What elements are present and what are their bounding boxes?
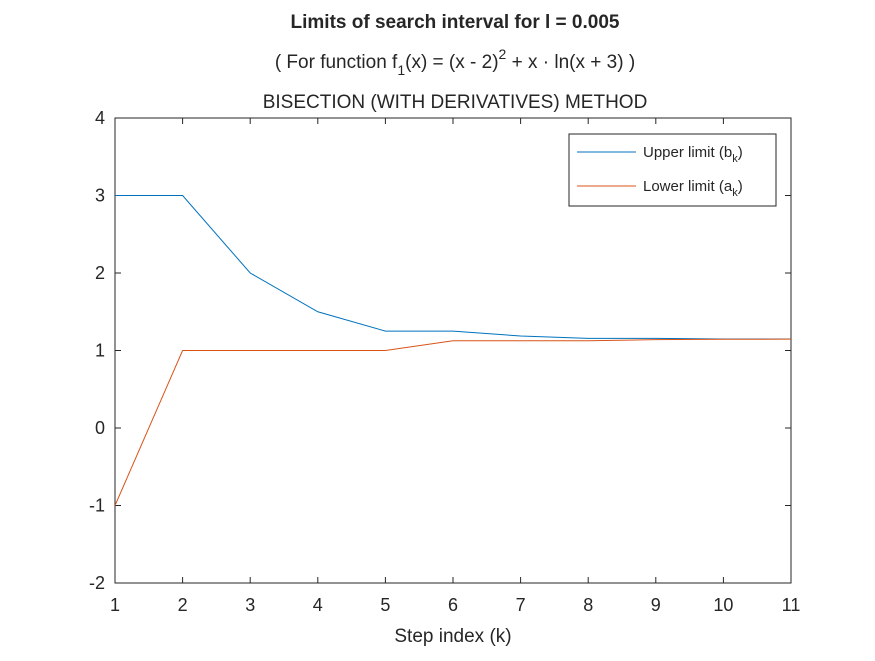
series-line-upper-limit	[115, 195, 791, 340]
chart-subtitle-method: BISECTION (WITH DERIVATIVES) METHOD	[263, 92, 648, 113]
legend-entry: Lower limit (ak)	[643, 178, 743, 199]
legend-entry-name: Lower limit (a	[643, 178, 733, 195]
y-tick-label: 1	[95, 341, 105, 361]
legend: Upper limit (bk)Lower limit (ak)	[568, 133, 777, 207]
x-tick-label: 2	[178, 595, 188, 615]
x-tick-label: 3	[245, 595, 255, 615]
x-tick-label: 8	[583, 595, 593, 615]
y-tick-label: -1	[89, 496, 105, 516]
x-tick-label: 5	[380, 595, 390, 615]
subtitle-pre: ( For function f	[275, 52, 398, 73]
legend-entry-close: )	[738, 178, 743, 195]
titles: Limits of search interval for l = 0.005 …	[263, 12, 648, 113]
subtitle-subscript: 1	[397, 62, 405, 78]
x-tick-label: 1	[110, 595, 120, 615]
x-tick-label: 7	[516, 595, 526, 615]
x-tick-label: 11	[782, 595, 801, 615]
y-tick-label: -2	[89, 573, 105, 593]
x-tick-label: 4	[313, 595, 323, 615]
x-axis-label: Step index (k)	[394, 626, 511, 647]
legend-entry-subscript: k	[732, 187, 738, 199]
legend-entry-name: Upper limit (b	[643, 144, 732, 161]
y-tick-label: 0	[95, 418, 105, 438]
y-tick-label: 2	[95, 263, 105, 283]
x-tick-label: 9	[651, 595, 661, 615]
chart-subtitle: ( For function f1(x) = (x - 2)2 + x · ln…	[275, 46, 635, 78]
legend-box	[568, 133, 777, 207]
series-line-lower-limit	[114, 338, 792, 506]
legend-entry: Upper limit (bk)	[643, 144, 743, 165]
x-tick-label: 6	[448, 595, 458, 615]
y-tick-label: 3	[95, 186, 105, 206]
subtitle-post: + x · ln(x + 3) )	[506, 52, 635, 73]
x-tick-label: 10	[713, 595, 733, 615]
y-tick-label: 4	[95, 108, 105, 128]
chart-title: Limits of search interval for l = 0.005	[291, 12, 620, 33]
subtitle-superscript: 2	[499, 46, 507, 62]
subtitle-mid: (x) = (x - 2)	[405, 52, 498, 73]
legend-entry-subscript: k	[732, 153, 738, 165]
legend-entry-close: )	[738, 144, 743, 161]
